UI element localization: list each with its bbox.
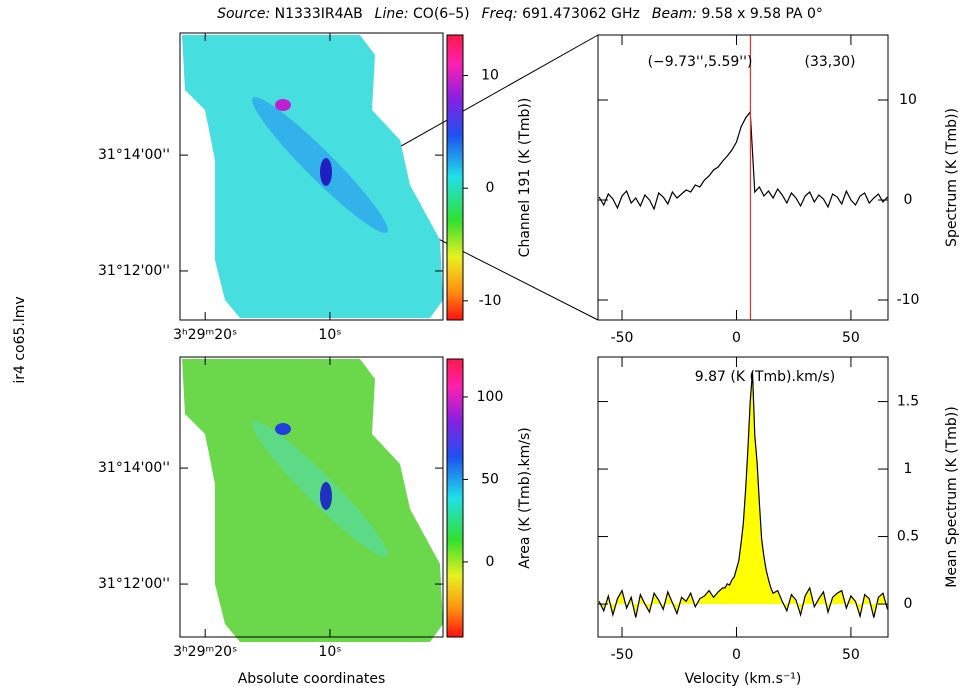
x-axis-label: Velocity (km.s⁻¹): [685, 671, 802, 687]
x-tick-label: 3ʰ29ᵐ20ˢ: [173, 644, 237, 660]
colorbar: [446, 34, 464, 321]
y-tick-label: 31°14'00'': [98, 460, 170, 476]
colorbar-label: Area (K (Tmb).km/s): [517, 427, 533, 568]
map-frame: [179, 32, 444, 321]
y-tick-label: 10: [899, 92, 917, 108]
x-tick-label: 50: [842, 647, 860, 663]
x-axis-label: Absolute coordinates: [238, 671, 386, 687]
x-tick-label: 0: [732, 647, 741, 663]
y-tick-label: 0: [904, 596, 913, 612]
y-tick-label: 1.5: [897, 394, 919, 410]
y-axis-label: Spectrum (K (Tmb)): [944, 108, 960, 247]
colorbar-tick-label: 50: [481, 471, 499, 487]
colorbar-tick-label: -10: [479, 293, 502, 309]
map-frame: [179, 356, 444, 638]
spectrum-frame: [597, 356, 889, 638]
x-tick-label: 0: [732, 330, 741, 346]
colorbar-label: Channel 191 (K (Tmb)): [517, 98, 533, 258]
map-band: [252, 97, 388, 233]
y-tick-label: -10: [897, 292, 920, 308]
colorbar-tick-label: 0: [486, 180, 495, 196]
annotation: (−9.73'',5.59''): [648, 54, 753, 70]
spectrum-line: [598, 371, 889, 619]
map-spot: [320, 482, 332, 510]
x-tick-label: 10ˢ: [318, 327, 341, 343]
colorbar: [446, 358, 464, 638]
colorbar-tick-label: 10: [481, 68, 499, 84]
file-label: ir4 co65.lmv: [12, 296, 28, 383]
x-tick-label: 50: [842, 330, 860, 346]
x-tick-label: -50: [611, 330, 634, 346]
header: Source: N1333IR4AB Line: CO(6–5) Freq: 691…: [217, 6, 823, 22]
map-spot: [275, 423, 291, 435]
y-axis-label: Mean Spectrum (K (Tmb)): [944, 406, 960, 587]
map-spot: [320, 158, 332, 186]
y-tick-label: 31°12'00'': [98, 576, 170, 592]
x-tick-label: -50: [611, 647, 634, 663]
map-spot: [275, 99, 291, 111]
x-tick-label: 3ʰ29ᵐ20ˢ: [173, 327, 237, 343]
map-band: [252, 421, 388, 557]
colorbar-tick-label: 100: [477, 389, 504, 405]
y-tick-label: 1: [904, 461, 913, 477]
colorbar-tick-label: 0: [486, 554, 495, 570]
y-tick-label: 0.5: [897, 529, 919, 545]
x-tick-label: 10ˢ: [318, 644, 341, 660]
y-tick-label: 31°14'00'': [98, 147, 170, 163]
y-tick-label: 0: [904, 192, 913, 208]
y-tick-label: 31°12'00'': [98, 263, 170, 279]
annotation: 9.87 (K (Tmb).km/s): [695, 369, 835, 385]
annotation: (33,30): [804, 54, 855, 70]
spectrum-frame: [597, 34, 889, 321]
spectrum-fill: [599, 371, 888, 618]
spectrum-line: [598, 110, 888, 211]
